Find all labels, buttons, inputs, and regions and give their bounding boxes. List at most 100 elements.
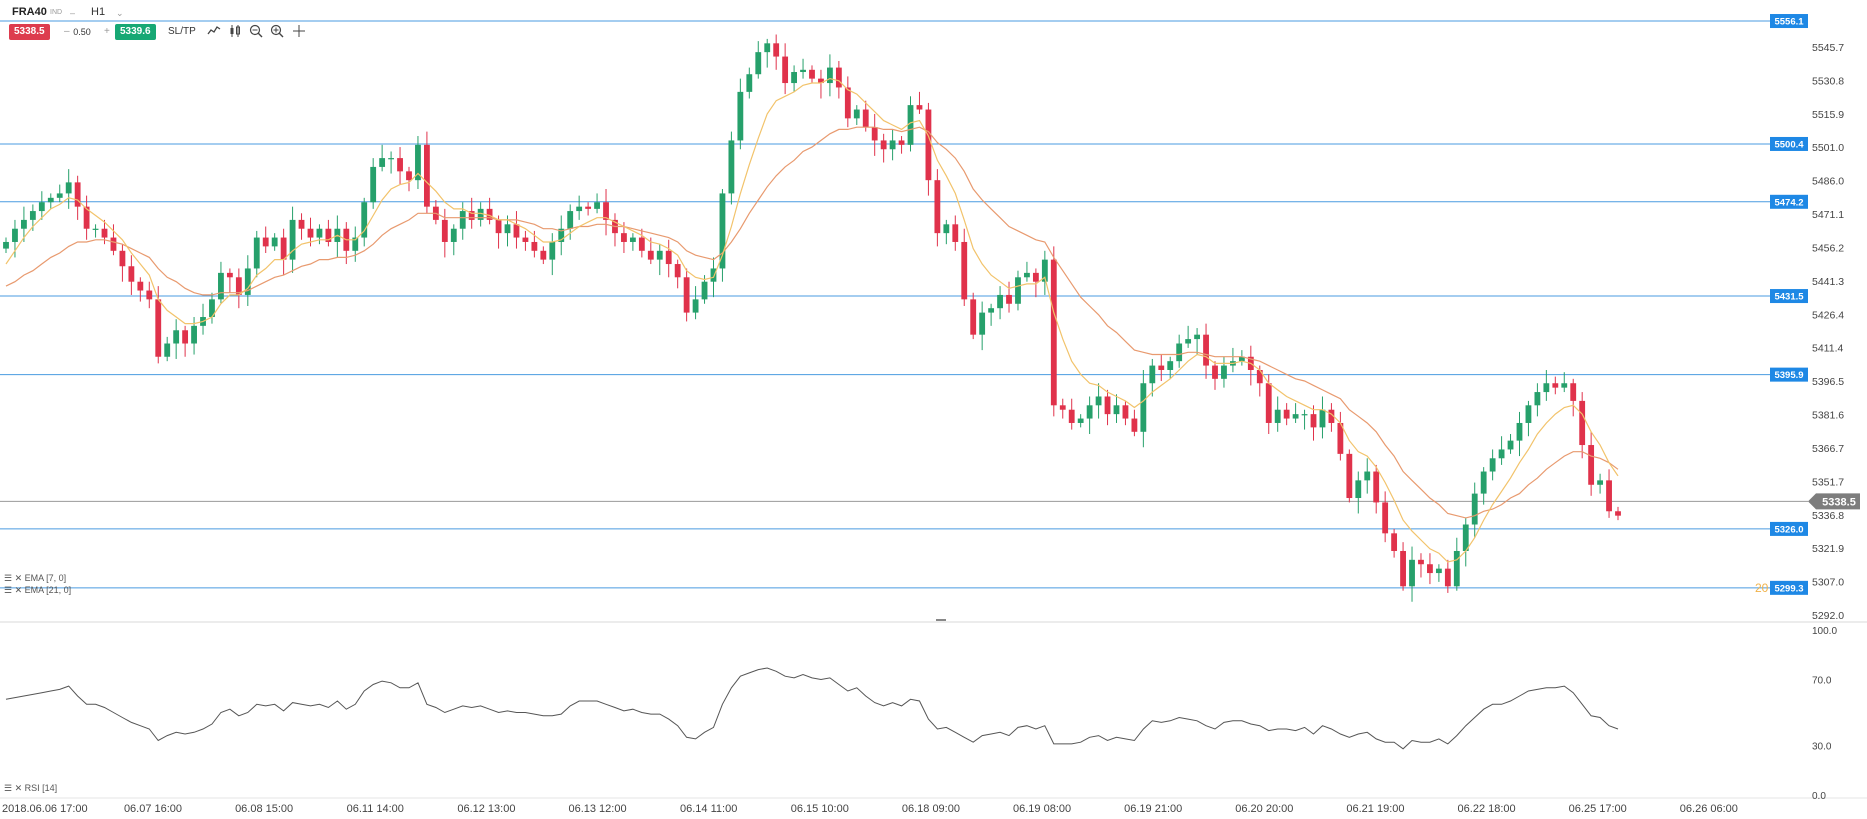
candle-body bbox=[683, 277, 690, 313]
candle-body bbox=[271, 237, 278, 247]
volume-decrease-button[interactable]: – bbox=[64, 26, 70, 37]
crosshair-icon[interactable] bbox=[291, 24, 307, 40]
menu-icon[interactable]: ☰ bbox=[4, 573, 13, 583]
legend-ema21[interactable]: ☰ ✕ EMA [21, 0] bbox=[4, 585, 71, 596]
candle-body bbox=[1122, 405, 1129, 419]
candle-body bbox=[997, 294, 1003, 309]
candle-body bbox=[970, 299, 977, 335]
price-axis-tick: 5411.4 bbox=[1812, 343, 1843, 355]
candle-body bbox=[415, 144, 421, 181]
price-axis-tick: 5545.7 bbox=[1812, 42, 1844, 54]
candles-icon[interactable] bbox=[228, 24, 244, 40]
close-icon[interactable]: ✕ bbox=[14, 585, 23, 595]
candle-body bbox=[1024, 272, 1030, 278]
candle-body bbox=[1615, 511, 1621, 516]
candle-body bbox=[1516, 422, 1523, 441]
candle-body bbox=[1310, 414, 1317, 428]
time-axis-tick: 06.21 19:00 bbox=[1346, 803, 1404, 815]
timeframe-dropdown-icon[interactable]: ⌄ bbox=[116, 8, 124, 18]
candle-body bbox=[1462, 524, 1469, 551]
time-axis-tick: 06.19 08:00 bbox=[1013, 803, 1071, 815]
candle-body bbox=[1382, 502, 1389, 534]
candle-body bbox=[182, 330, 189, 344]
time-axis-tick: 06.11 14:00 bbox=[347, 803, 404, 815]
candle-body bbox=[155, 299, 162, 357]
candle-body bbox=[1328, 409, 1335, 423]
candle-body bbox=[1041, 259, 1048, 282]
candle-body bbox=[1185, 339, 1192, 344]
candle-body bbox=[110, 237, 117, 251]
candle-body bbox=[1409, 559, 1415, 587]
candle-body bbox=[1274, 409, 1281, 423]
buy-button[interactable]: 5339.6 bbox=[115, 24, 156, 40]
candle-body bbox=[441, 219, 448, 242]
candle-body bbox=[459, 211, 466, 229]
candle-body bbox=[1364, 471, 1371, 481]
candle-body bbox=[495, 219, 502, 234]
candle-body bbox=[746, 74, 753, 92]
candle-body bbox=[576, 206, 583, 212]
candle-body bbox=[1435, 568, 1442, 574]
line-chart-icon[interactable] bbox=[206, 24, 222, 40]
zoom-out-icon[interactable] bbox=[248, 24, 264, 40]
candle-body bbox=[871, 127, 878, 141]
ema-lines bbox=[5, 77, 1619, 563]
sl-tp-button[interactable]: SL/TP bbox=[168, 26, 196, 37]
candle-body bbox=[1131, 418, 1138, 432]
close-icon[interactable]: ✕ bbox=[14, 783, 23, 793]
hline-price-tag bbox=[1770, 289, 1808, 304]
candle-body bbox=[209, 299, 215, 318]
legend-ema7[interactable]: ☰ ✕ EMA [7, 0] bbox=[4, 573, 66, 584]
candle-body bbox=[925, 109, 932, 181]
rsi-axis-tick: 100.0 bbox=[1812, 626, 1837, 637]
sell-button[interactable]: 5338.5 bbox=[9, 24, 50, 40]
symbol-label[interactable]: FRA40 bbox=[12, 6, 47, 18]
candle-body bbox=[56, 193, 63, 198]
candle-body bbox=[235, 277, 242, 295]
hline-price-tag bbox=[1770, 521, 1808, 536]
price-axis: 5545.7 5530.8 5515.9 5501.0 5486.0 5471.1 5456… bbox=[1812, 42, 1844, 622]
candle-body bbox=[782, 56, 789, 84]
candle-body bbox=[280, 237, 287, 260]
candle-body bbox=[262, 237, 269, 247]
candle-body bbox=[835, 67, 842, 88]
candle-body bbox=[755, 52, 762, 75]
legend-rsi[interactable]: ☰ ✕ RSI [14] bbox=[4, 783, 57, 794]
candle-body bbox=[1104, 396, 1111, 415]
price-axis-tick: 5351.7 bbox=[1812, 476, 1844, 488]
close-icon[interactable]: ✕ bbox=[14, 573, 23, 583]
price-axis-tick: 5307.0 bbox=[1812, 577, 1844, 589]
candle-body bbox=[827, 67, 833, 84]
current-price-tag bbox=[1808, 493, 1860, 510]
candle-body bbox=[361, 202, 368, 238]
candle-body bbox=[1543, 383, 1550, 393]
price-axis-tick: 5396.5 bbox=[1812, 376, 1844, 388]
price-axis-tick: 5366.7 bbox=[1812, 443, 1844, 455]
candle-body bbox=[665, 250, 672, 265]
zoom-in-icon[interactable] bbox=[269, 24, 285, 40]
candle-body bbox=[791, 72, 797, 84]
menu-icon[interactable]: ☰ bbox=[4, 585, 13, 595]
candle-body bbox=[522, 237, 529, 242]
candle-body bbox=[638, 237, 645, 251]
pane-resize-handle bbox=[936, 619, 946, 621]
volume-increase-button[interactable]: + bbox=[104, 26, 110, 37]
hline-price-label: 5395.9 bbox=[1774, 370, 1803, 381]
timeframe-selector[interactable]: H1 bbox=[91, 6, 106, 18]
candle-body bbox=[844, 87, 851, 119]
candle-body bbox=[83, 206, 90, 229]
candle-body bbox=[979, 312, 986, 335]
hline-price-label: 5326.0 bbox=[1774, 524, 1803, 535]
candle-body bbox=[164, 343, 171, 357]
rsi-axis-tick: 30.0 bbox=[1812, 742, 1832, 753]
volume-input[interactable]: 0.50 bbox=[73, 27, 91, 37]
menu-icon[interactable]: ☰ bbox=[4, 783, 13, 793]
hline-price-label: 5431.5 bbox=[1774, 292, 1804, 303]
hline-price-tag bbox=[1770, 367, 1808, 382]
candle-body bbox=[621, 233, 627, 242]
symbol-dropdown-icon[interactable]: – bbox=[70, 8, 76, 18]
candle-body bbox=[1507, 440, 1514, 450]
hline-price-label: 5556.1 bbox=[1774, 17, 1804, 28]
candle-body bbox=[397, 158, 403, 172]
